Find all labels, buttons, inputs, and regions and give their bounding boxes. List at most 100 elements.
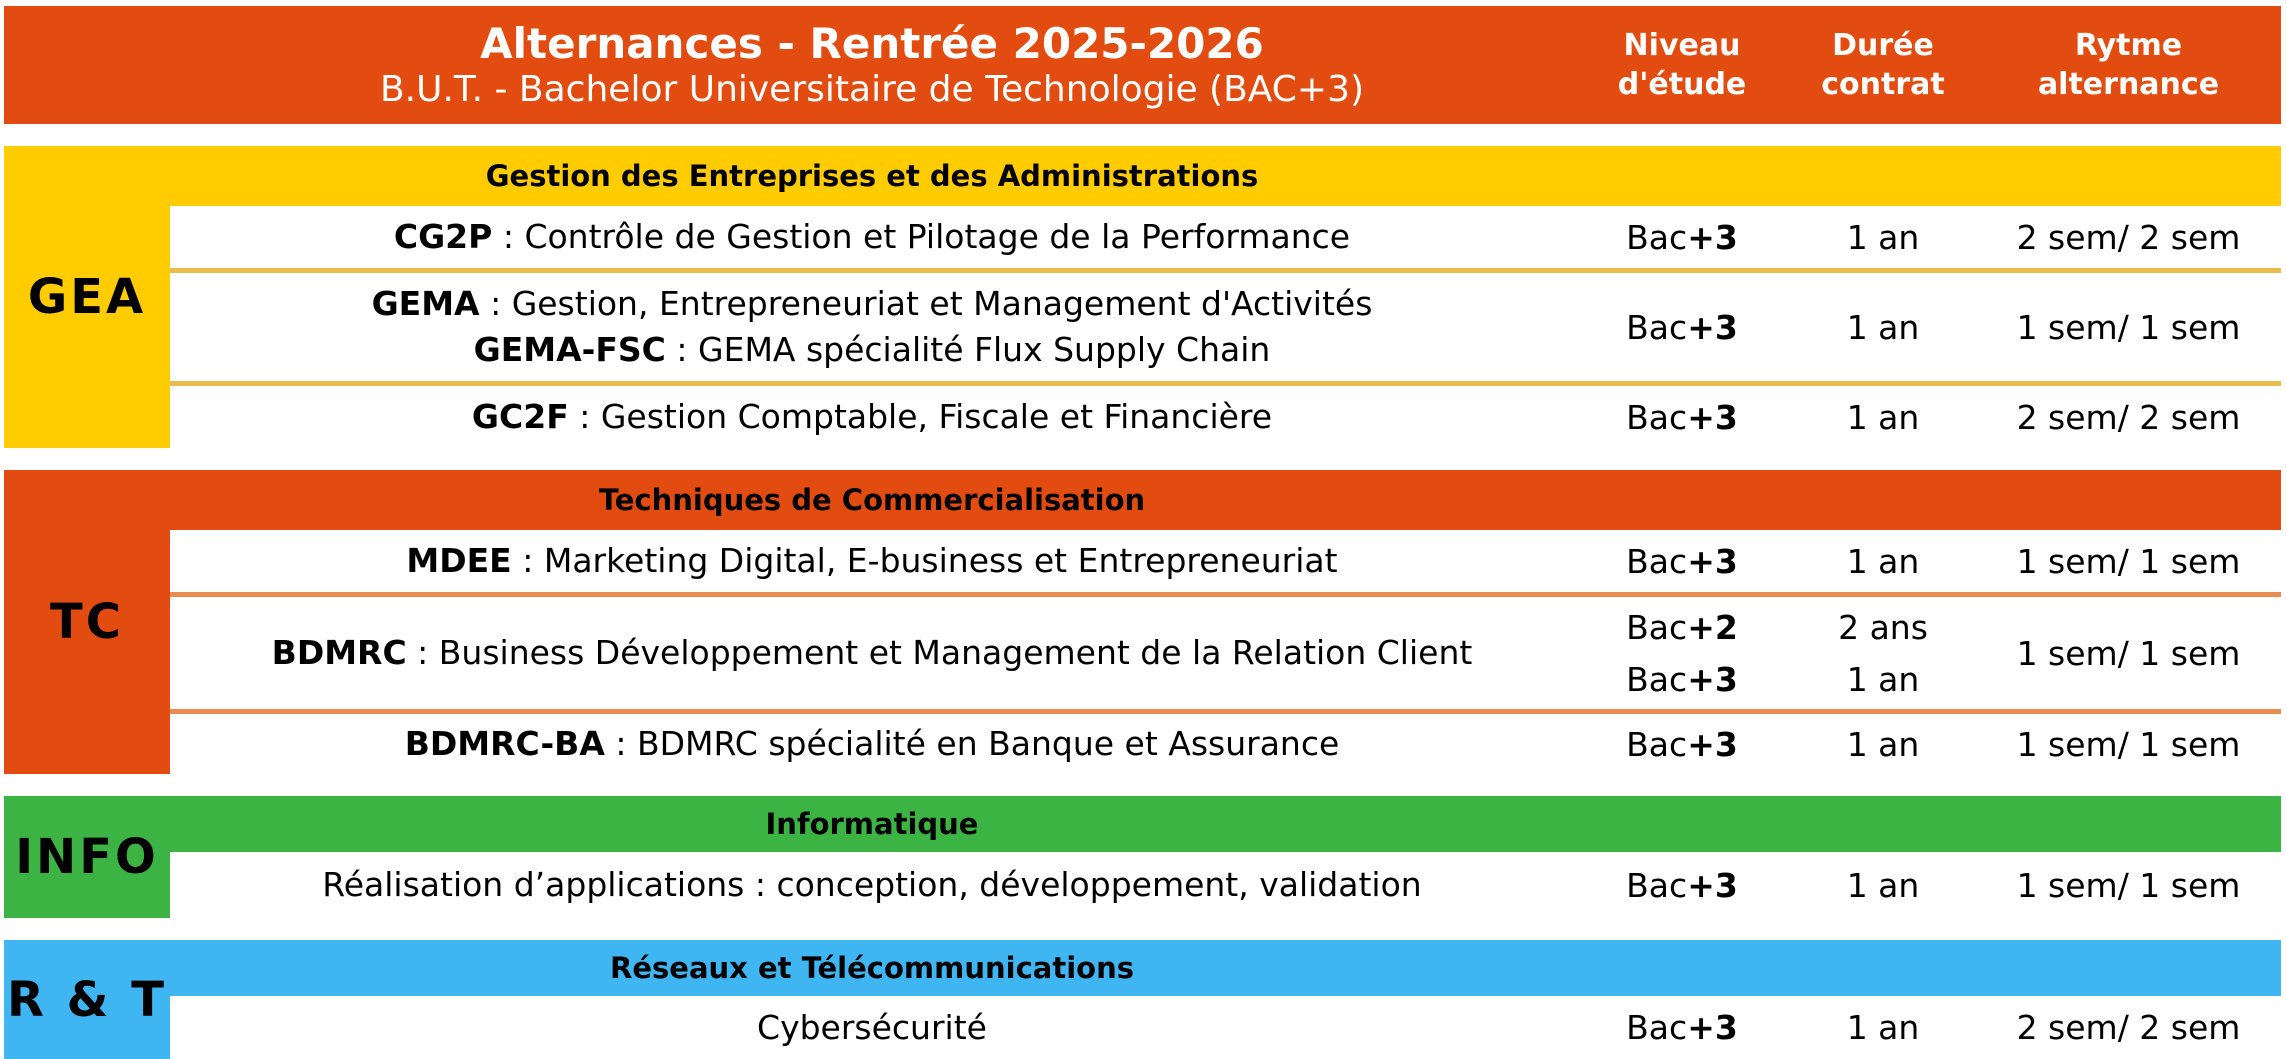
- rythme-cell: 2 sem/ 2 sem: [2016, 397, 2241, 437]
- section-gap: [4, 124, 2281, 146]
- program-description: GEMA spécialité Flux Supply Chain: [698, 330, 1271, 369]
- table-row-realisation-applications: Réalisation d’applications : conception,…: [170, 852, 2281, 918]
- program-code: GEMA-FSC: [473, 330, 666, 369]
- niveau-cell: Bac+3: [1574, 218, 1790, 257]
- page-subtitle: B.U.T. - Bachelor Universitaire de Techn…: [379, 68, 1365, 110]
- table-row-bdmrc: BDMRC : Business Développement et Manage…: [170, 597, 2281, 709]
- program-separator: :: [604, 724, 637, 764]
- niveau-entry: Bac+2: [1574, 608, 1790, 647]
- niveau-cell: Bac+3: [1574, 308, 1790, 347]
- bac-level: +3: [1687, 307, 1738, 347]
- bac-level: +3: [1687, 724, 1738, 764]
- program-description: Contrôle de Gestion et Pilotage de la Pe…: [524, 217, 1351, 257]
- table-row-cg2p: CG2P : Contrôle de Gestion et Pilotage d…: [170, 206, 2281, 268]
- section-gap: [4, 918, 2281, 940]
- niveau-cell: Bac+3: [1574, 725, 1790, 764]
- program-separator: :: [665, 330, 699, 369]
- column-header-line: Rytme: [2074, 28, 2183, 63]
- column-header-line: contrat: [1821, 67, 1945, 102]
- section-info-label: INFO: [4, 796, 170, 918]
- column-header-line: d'étude: [1617, 67, 1747, 102]
- niveau-cell: Bac+3: [1574, 542, 1790, 581]
- duree-cell: 1 an: [1846, 541, 1920, 581]
- section-gap: [4, 774, 2281, 796]
- program-name: Cybersécurité: [170, 1005, 1574, 1051]
- bac-level: +3: [1687, 1008, 1738, 1047]
- program-separator: :: [568, 397, 601, 437]
- program-name: GEMA : Gestion, Entrepreneuriat et Manag…: [170, 281, 1574, 372]
- section-rt-label: R & T: [4, 940, 170, 1059]
- program-description: Business Développement et Management de …: [438, 633, 1473, 673]
- duree-cell: 1 an: [1846, 307, 1920, 347]
- bac-level: +3: [1687, 541, 1738, 581]
- program-name: CG2P : Contrôle de Gestion et Pilotage d…: [170, 214, 1574, 260]
- duree-entry: 2 ans: [1838, 607, 1928, 647]
- section-gap: [4, 448, 2281, 470]
- program-separator: :: [406, 633, 439, 673]
- column-header-niveau-etude: Niveau d'étude: [1574, 26, 1790, 104]
- bac-label: Bac: [1626, 607, 1688, 647]
- bac-label: Bac: [1626, 865, 1688, 905]
- rythme-cell: 1 sem/ 1 sem: [2016, 307, 2241, 347]
- duree-cell: 2 ans 1 an: [1790, 597, 1976, 709]
- column-header-rytme-alternance: Rytme alternance: [1976, 26, 2281, 104]
- program-name: BDMRC : Business Développement et Manage…: [170, 630, 1574, 676]
- bac-label: Bac: [1626, 217, 1688, 257]
- section-info-rows: Informatique Réalisation d’applications …: [170, 796, 2281, 918]
- niveau-cell: Bac+3: [1574, 866, 1790, 905]
- program-code: GC2F: [471, 397, 569, 437]
- table-row-gema: GEMA : Gestion, Entrepreneuriat et Manag…: [170, 273, 2281, 381]
- niveau-cell: Bac+3: [1574, 1008, 1790, 1047]
- duree-cell: 1 an: [1846, 397, 1920, 437]
- rythme-cell: 1 sem/ 1 sem: [2016, 633, 2241, 673]
- table-row-bdmrc-ba: BDMRC-BA : BDMRC spécialité en Banque et…: [170, 714, 2281, 774]
- table-row-mdee: MDEE : Marketing Digital, E-business et …: [170, 530, 2281, 592]
- program-line: GEMA : Gestion, Entrepreneuriat et Manag…: [170, 281, 1574, 327]
- bac-label: Bac: [1626, 659, 1688, 699]
- duree-cell: 1 an: [1846, 1008, 1920, 1047]
- column-header-duree-contrat: Durée contrat: [1790, 26, 1976, 104]
- program-line: GEMA-FSC : GEMA spécialité Flux Supply C…: [170, 327, 1574, 373]
- row-separator: [170, 268, 2281, 273]
- page-title-block: Alternances - Rentrée 2025-2026 B.U.T. -…: [170, 19, 1574, 111]
- program-description: Réalisation d’applications : conception,…: [322, 865, 1422, 905]
- program-name: BDMRC-BA : BDMRC spécialité en Banque et…: [170, 721, 1574, 767]
- bac-level: +3: [1687, 397, 1738, 437]
- niveau-cell: Bac+2 Bac+3: [1574, 597, 1790, 709]
- section-tc-label: TC: [4, 470, 170, 774]
- niveau-cell: Bac+3: [1574, 398, 1790, 437]
- bac-label: Bac: [1626, 541, 1688, 581]
- section-tc-title-bar: Techniques de Commercialisation: [170, 470, 2281, 530]
- program-name: MDEE : Marketing Digital, E-business et …: [170, 538, 1574, 584]
- section-tc: TC Techniques de Commercialisation MDEE …: [4, 470, 2281, 774]
- section-rt-title-bar: Réseaux et Télécommunications: [170, 940, 2281, 996]
- program-code: BDMRC-BA: [404, 724, 605, 764]
- rythme-cell: 2 sem/ 2 sem: [2016, 1008, 2241, 1047]
- section-info: INFO Informatique Réalisation d’applicat…: [4, 796, 2281, 918]
- section-info-title: Informatique: [765, 807, 979, 841]
- program-description: Marketing Digital, E-business et Entrepr…: [543, 541, 1338, 581]
- program-code: BDMRC: [271, 633, 407, 673]
- section-gea-rows: Gestion des Entreprises et des Administr…: [170, 146, 2281, 448]
- duree-cell: 1 an: [1846, 865, 1920, 905]
- program-description: BDMRC spécialité en Banque et Assurance: [637, 724, 1340, 764]
- section-info-title-bar: Informatique: [170, 796, 2281, 852]
- section-rt-rows: Réseaux et Télécommunications Cybersécur…: [170, 940, 2281, 1059]
- bac-level: +2: [1687, 607, 1738, 647]
- program-name: GC2F : Gestion Comptable, Fiscale et Fin…: [170, 394, 1574, 440]
- program-separator: :: [492, 217, 525, 257]
- rythme-cell: 1 sem/ 1 sem: [2016, 724, 2241, 764]
- section-gea-label: GEA: [4, 146, 170, 448]
- bac-level: +3: [1687, 865, 1738, 905]
- duree-cell: 1 an: [1846, 217, 1920, 257]
- header-bar: Alternances - Rentrée 2025-2026 B.U.T. -…: [4, 6, 2281, 124]
- bac-label: Bac: [1626, 1008, 1688, 1047]
- section-tc-rows: Techniques de Commercialisation MDEE : M…: [170, 470, 2281, 774]
- bac-label: Bac: [1626, 397, 1688, 437]
- bac-level: +3: [1687, 217, 1738, 257]
- program-description: Cybersécurité: [757, 1007, 987, 1047]
- column-header-line: alternance: [2037, 67, 2220, 102]
- bac-label: Bac: [1626, 307, 1688, 347]
- rythme-cell: 1 sem/ 1 sem: [2016, 541, 2241, 581]
